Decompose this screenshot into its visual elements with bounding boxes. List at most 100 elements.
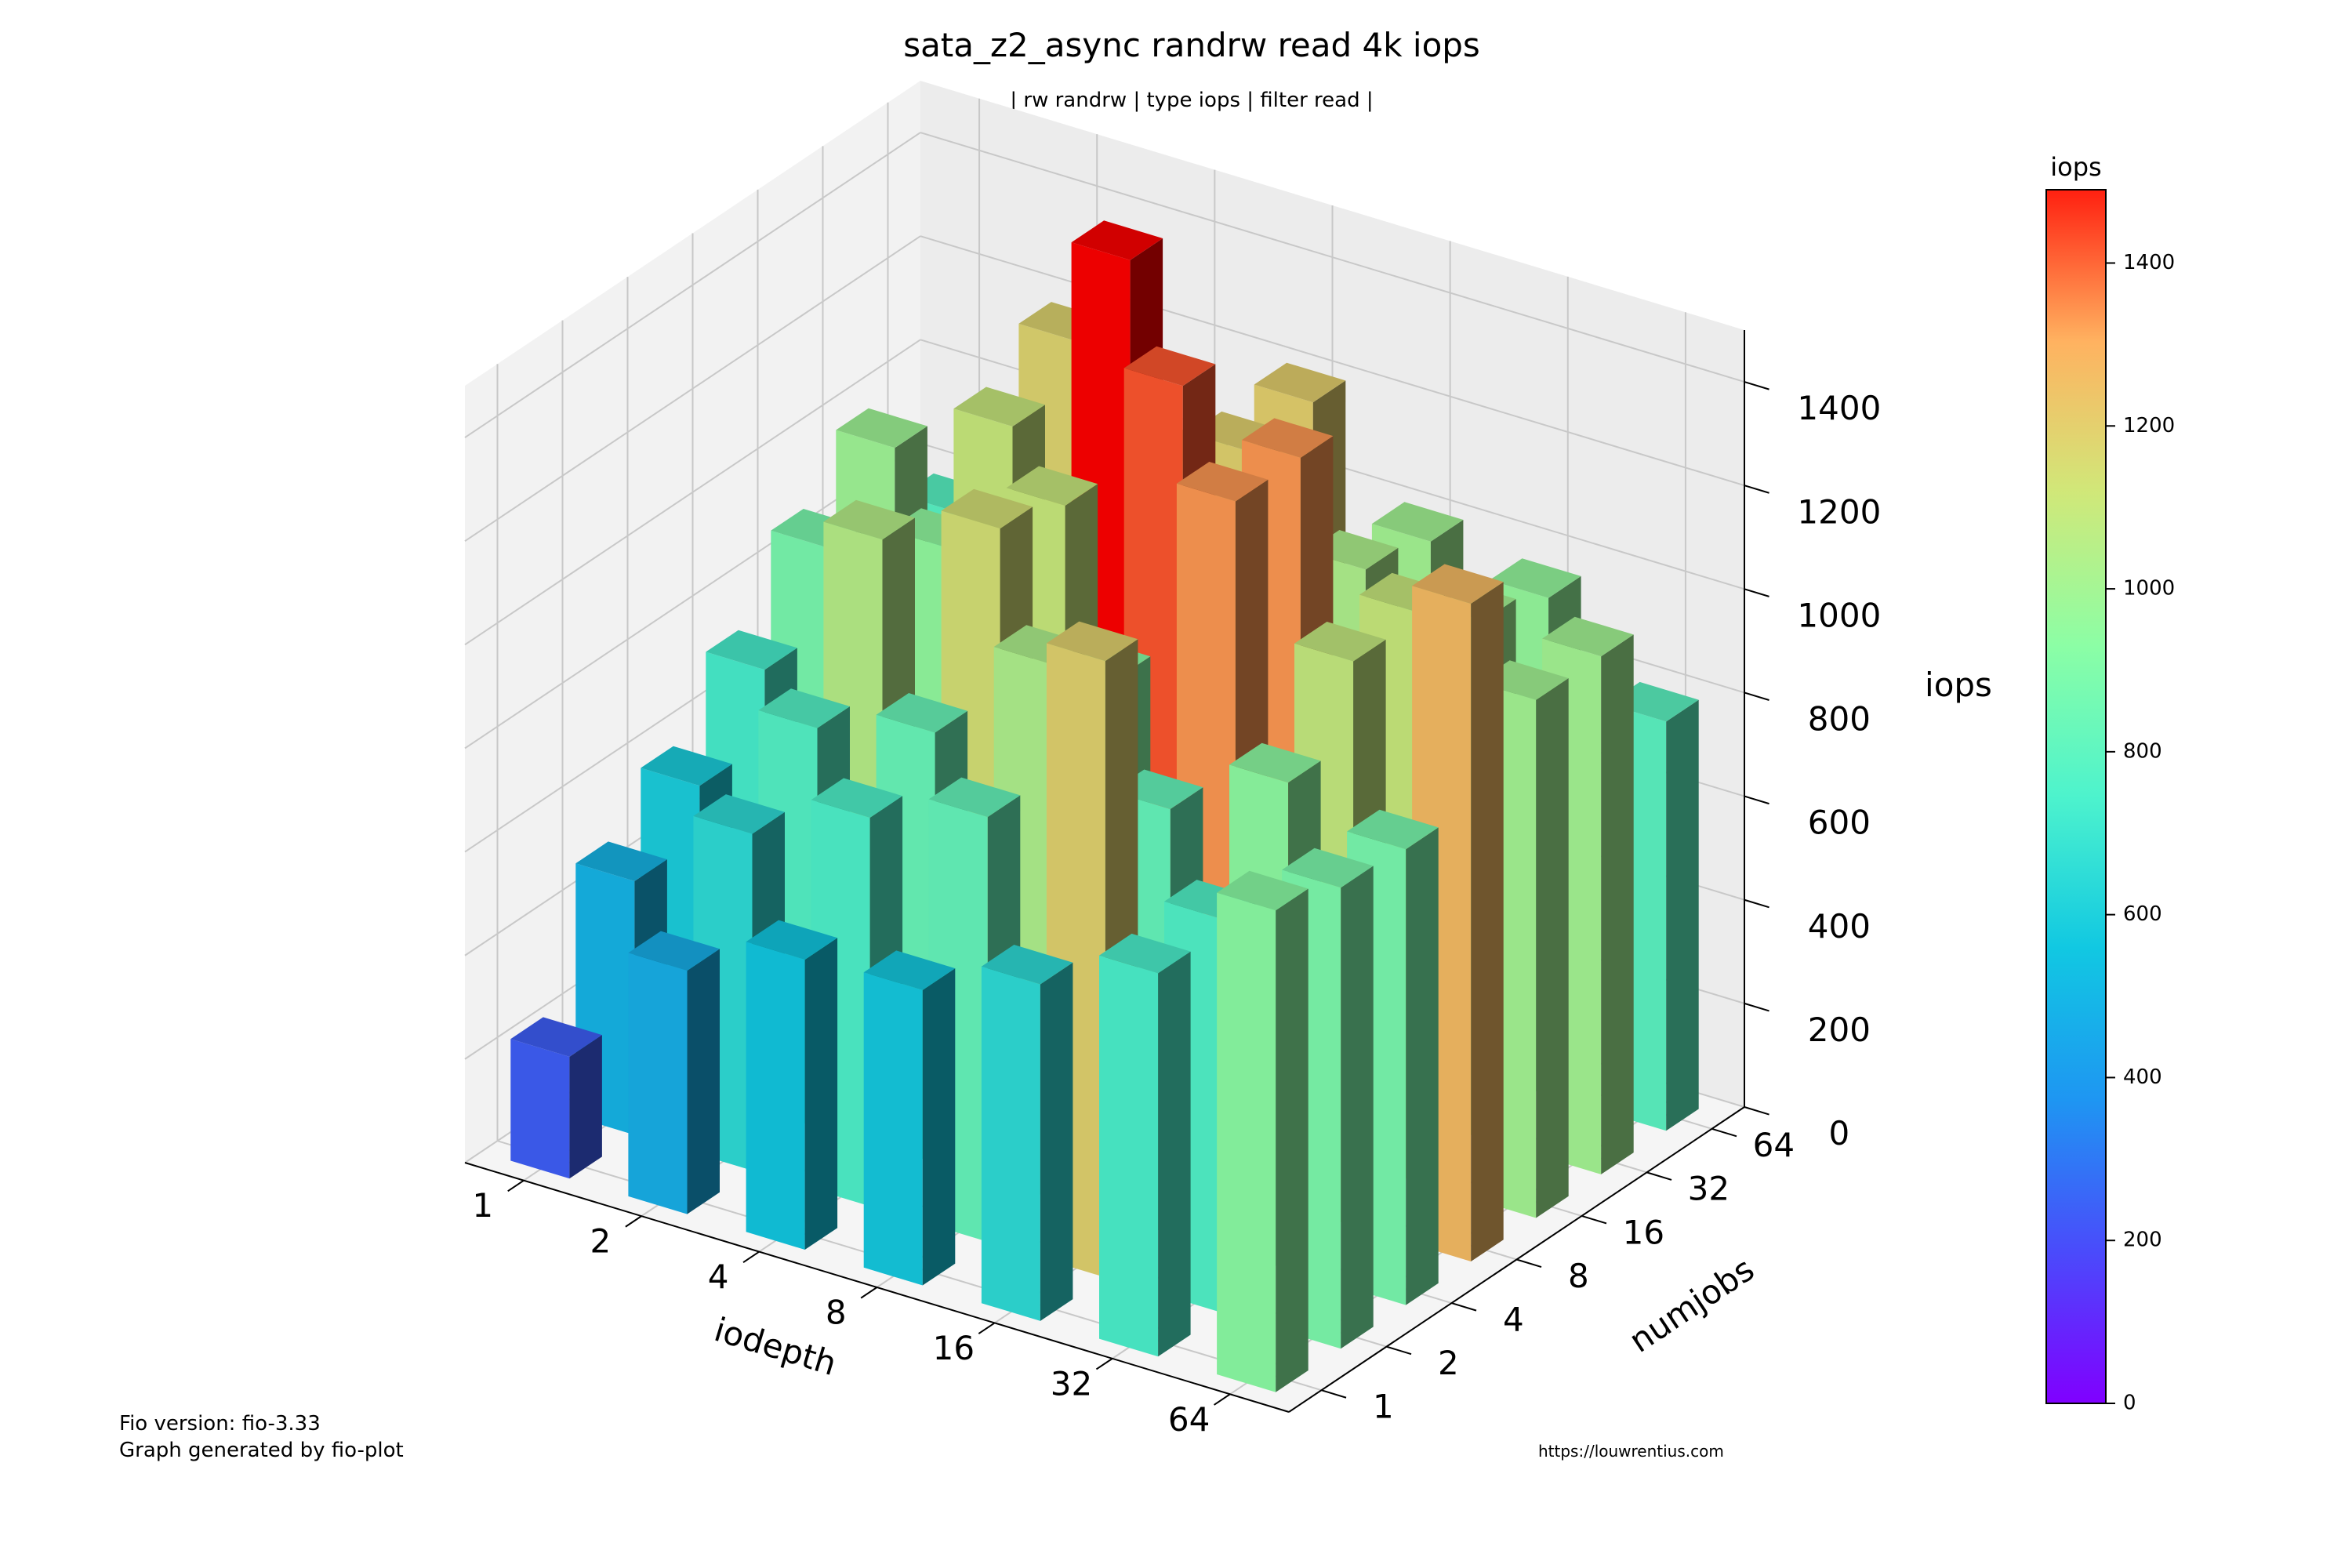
colorbar-tick-label: 400 bbox=[2123, 1065, 2162, 1089]
bar-top-face bbox=[811, 778, 903, 818]
z-tick-mark bbox=[1744, 898, 1769, 909]
colorbar-ticks: 0 200 400 600 800 1000 1200 1400 bbox=[2106, 251, 2175, 1415]
tick-labels: 1 2 4 8 16 32 64 1 2 4 8 16 32 64 0 200 400 600 800 1000 120… bbox=[472, 381, 1881, 1439]
z-tick-mark bbox=[1744, 1106, 1769, 1116]
bar-top-face bbox=[1490, 558, 1581, 598]
wall-gridline-z bbox=[464, 339, 921, 646]
x-tick-label: 1 bbox=[472, 1186, 493, 1225]
bar-side-face bbox=[804, 938, 838, 1250]
z-tick-label: 1000 bbox=[1797, 596, 1881, 634]
y-axis-label: numjobs bbox=[1622, 1250, 1761, 1360]
y-tick-label: 16 bbox=[1623, 1213, 1664, 1251]
bar-top-face bbox=[758, 688, 850, 728]
bar-top-face bbox=[1294, 622, 1386, 662]
bar-side-face bbox=[922, 968, 956, 1286]
bar bbox=[863, 950, 956, 1286]
generator-text: Graph generated by fio-plot bbox=[119, 1439, 404, 1462]
x-tick-label: 32 bbox=[1051, 1364, 1092, 1403]
bar-top-face bbox=[746, 920, 838, 960]
x-tick-mark bbox=[507, 1179, 524, 1192]
bar-top-face bbox=[1046, 621, 1138, 662]
y-tick-label: 8 bbox=[1568, 1257, 1589, 1295]
colorbar-tick-label: 1000 bbox=[2123, 577, 2175, 601]
bar-top-face bbox=[1229, 742, 1321, 783]
bar-side-face bbox=[687, 949, 720, 1214]
z-tick-mark bbox=[1744, 1002, 1769, 1012]
bar-top-face bbox=[1006, 466, 1098, 506]
bar-top-face bbox=[1347, 809, 1439, 850]
x-tick-mark bbox=[978, 1322, 996, 1334]
y-tick-mark bbox=[1516, 1258, 1542, 1268]
bar-side-face bbox=[1040, 962, 1073, 1321]
wall-gridline-z bbox=[920, 132, 1745, 383]
colorbar-tick-label: 800 bbox=[2123, 739, 2162, 763]
bar-side-face bbox=[1341, 866, 1374, 1349]
bar-top-face bbox=[953, 387, 1045, 426]
bar bbox=[981, 945, 1073, 1321]
bar-top-face bbox=[693, 794, 785, 834]
bar bbox=[746, 920, 838, 1250]
colorbar-label: iops bbox=[2050, 152, 2101, 182]
bar bbox=[628, 931, 720, 1214]
bar-side-face bbox=[1276, 888, 1308, 1392]
bar-top-face bbox=[1412, 564, 1504, 604]
x-tick-label: 4 bbox=[708, 1258, 729, 1296]
z-tick-mark bbox=[1744, 381, 1769, 390]
bar-top-face bbox=[1123, 346, 1216, 387]
bar-side-face bbox=[1406, 827, 1439, 1305]
z-tick-label: 600 bbox=[1808, 804, 1871, 842]
y-tick-label: 32 bbox=[1688, 1170, 1730, 1208]
bar-top-face bbox=[510, 1017, 602, 1057]
source-url[interactable]: https://louwrentius.com bbox=[1538, 1442, 1724, 1461]
bar-side-face bbox=[1666, 699, 1699, 1131]
wall-gridline-z bbox=[920, 235, 1745, 487]
x-tick-mark bbox=[1095, 1358, 1113, 1370]
bar-side-face bbox=[569, 1035, 602, 1179]
bar-top-face bbox=[641, 746, 732, 786]
z-tick-label: 200 bbox=[1808, 1011, 1871, 1049]
x-tick-label: 64 bbox=[1168, 1400, 1210, 1439]
z-tick-label: 1200 bbox=[1797, 492, 1881, 531]
bar-top-face bbox=[706, 630, 797, 670]
y-tick-mark bbox=[1711, 1127, 1737, 1138]
bar-front-face bbox=[1217, 892, 1276, 1392]
bar-front-face bbox=[628, 953, 688, 1214]
z-tick-mark bbox=[1744, 795, 1769, 805]
y-tick-label: 1 bbox=[1373, 1388, 1394, 1426]
bar-top-face bbox=[836, 408, 927, 448]
z-axis-label: iops bbox=[1925, 666, 1992, 704]
colorbar-tick-label: 1400 bbox=[2123, 251, 2175, 274]
z-tick-label: 0 bbox=[1828, 1114, 1849, 1152]
x-tick-label: 16 bbox=[933, 1329, 975, 1367]
y-tick-mark bbox=[1386, 1345, 1412, 1356]
bar-top-face bbox=[575, 841, 667, 881]
y-tick-mark bbox=[1581, 1214, 1607, 1225]
wall-gridline-z bbox=[464, 132, 921, 438]
z-tick-mark bbox=[1744, 485, 1769, 494]
y-tick-label: 4 bbox=[1503, 1300, 1524, 1338]
y-tick-label: 2 bbox=[1438, 1344, 1459, 1382]
fio-version-text: Fio version: fio-3.33 bbox=[119, 1412, 321, 1436]
bar-front-face bbox=[863, 972, 923, 1286]
bar-top-face bbox=[1176, 462, 1269, 502]
bar-top-face bbox=[628, 931, 720, 971]
bar-front-face bbox=[510, 1039, 570, 1179]
bar-top-face bbox=[1071, 220, 1163, 260]
bar-front-face bbox=[746, 942, 805, 1250]
bar-top-face bbox=[823, 499, 915, 540]
colorbar-tick-label: 200 bbox=[2123, 1229, 2162, 1252]
x-tick-mark bbox=[860, 1287, 878, 1299]
colorbar bbox=[2045, 189, 2107, 1404]
bar-top-face bbox=[1542, 616, 1634, 657]
y-tick-mark bbox=[1646, 1171, 1672, 1181]
y-tick-label: 64 bbox=[1753, 1126, 1795, 1164]
bar bbox=[510, 1017, 602, 1179]
x-tick-mark bbox=[1214, 1393, 1231, 1406]
z-tick-label: 400 bbox=[1808, 907, 1871, 946]
bar-top-face bbox=[1282, 848, 1374, 888]
bar-top-face bbox=[1371, 502, 1464, 542]
wall-gridline-z bbox=[464, 235, 921, 543]
bar-top-face bbox=[1254, 362, 1346, 403]
z-tick-mark bbox=[1744, 588, 1769, 597]
